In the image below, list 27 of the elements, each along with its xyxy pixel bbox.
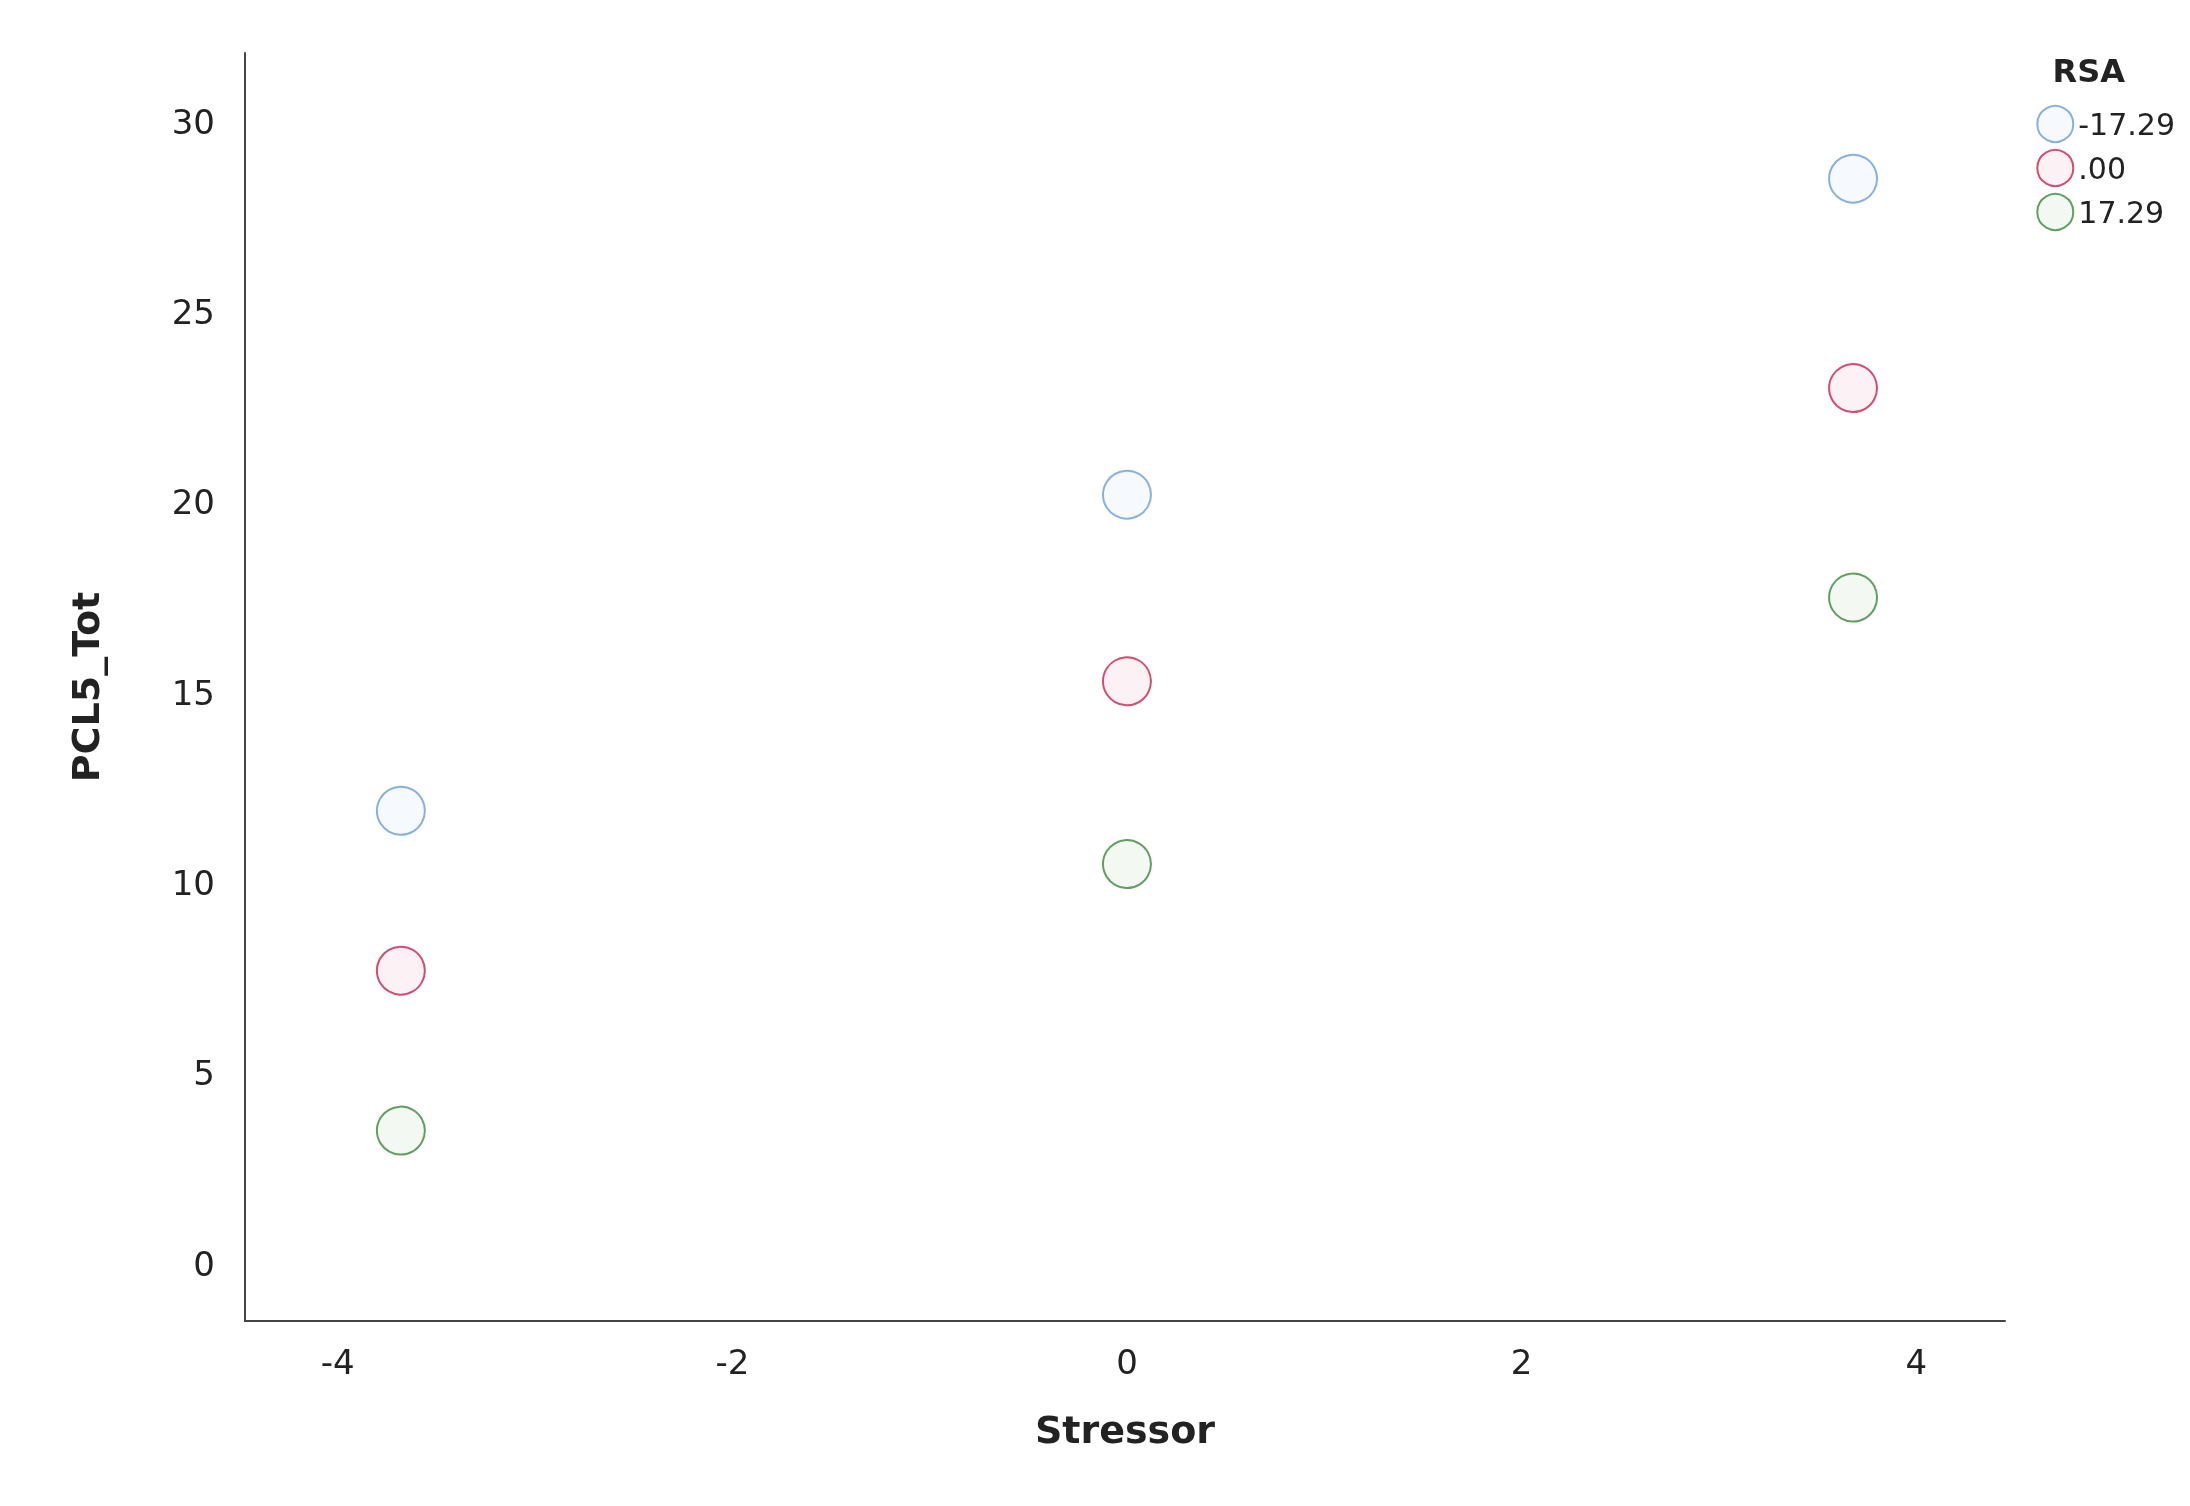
x-tick-label: 4 [1905, 1342, 1928, 1382]
y-tick-label: 30 [171, 101, 215, 142]
y-tick-label: 0 [193, 1243, 215, 1284]
point [1828, 153, 1879, 204]
point [375, 785, 426, 836]
x-tick-label: -4 [320, 1342, 355, 1382]
point [1102, 656, 1152, 707]
x-tick-label: 0 [1116, 1342, 1138, 1382]
point [1828, 363, 1879, 414]
legend-label: -17.29 [2078, 106, 2176, 142]
legend-title: RSA [2052, 52, 2126, 90]
legend-label: .00 [2078, 150, 2127, 186]
x-tick-label: -2 [715, 1342, 750, 1382]
y-tick-label: 20 [171, 482, 215, 523]
y-tick-label: 15 [171, 672, 215, 713]
legend-label: 17.29 [2078, 194, 2165, 230]
x-tick-label: 2 [1510, 1342, 1533, 1382]
point [1102, 469, 1152, 520]
point [1828, 572, 1879, 623]
y-tick-label: 5 [193, 1053, 215, 1094]
y-tick-label: 25 [171, 291, 215, 332]
x-axis-title: Stressor [1034, 1408, 1216, 1452]
point [375, 1105, 426, 1156]
y-tick-label: 10 [171, 863, 215, 904]
y-axis-title: PCL5_Tot [64, 591, 108, 783]
point [375, 945, 426, 996]
point [1102, 839, 1152, 890]
